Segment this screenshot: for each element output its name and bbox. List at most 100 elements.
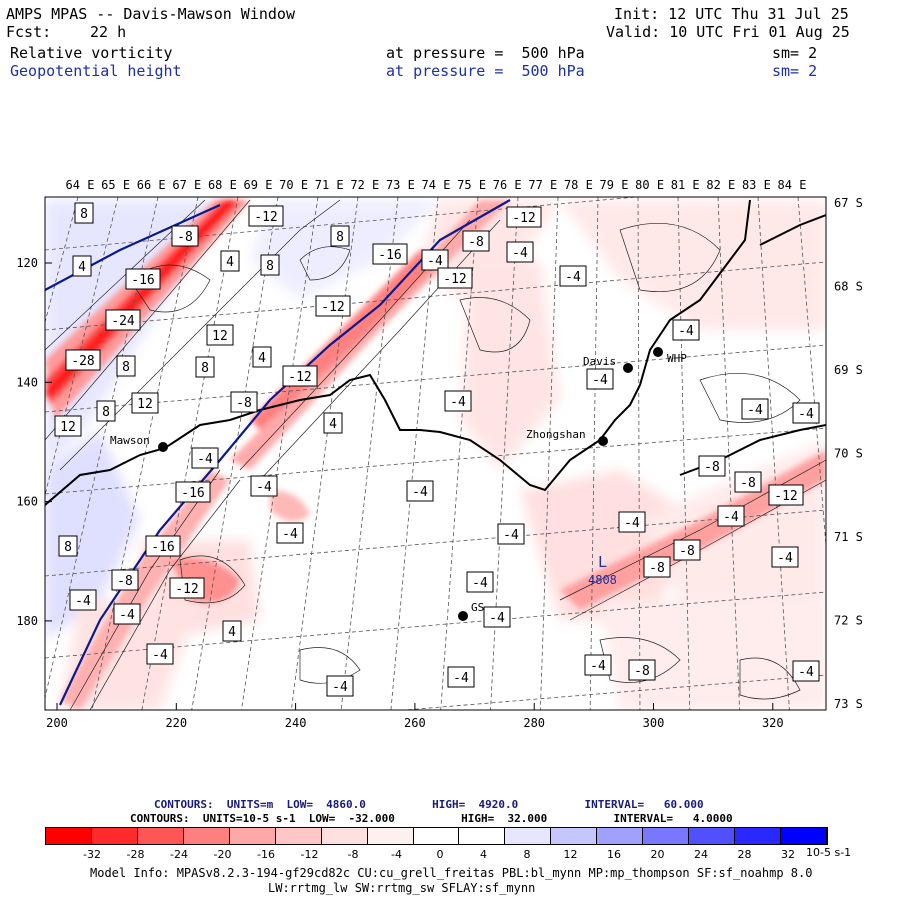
contour-label-box: [771, 546, 799, 568]
station-marker-davis: [623, 363, 633, 373]
vorticity-contour-info: CONTOURS: UNITS=10-5 s-1 LOW= -32.000 HI…: [130, 812, 733, 825]
contour-label: -16: [181, 486, 204, 501]
colorbar-swatch: [229, 828, 276, 844]
contour-label-box: [72, 255, 92, 277]
colorbar-swatch: [413, 828, 460, 844]
x-tick-label: 300: [643, 716, 665, 730]
y-tick-label: 120: [16, 256, 38, 270]
low-label: L: [598, 553, 607, 571]
colorbar-swatch: [367, 828, 414, 844]
contour-label: 12: [60, 420, 76, 435]
contour-label: -8: [679, 544, 695, 559]
latitude-label: 73 S: [834, 697, 863, 711]
contour-label-box: [69, 589, 97, 611]
station-label-davis: Davis: [583, 355, 616, 368]
low-pressure-marker: L 4808: [588, 553, 617, 587]
contour-label-box: [444, 390, 472, 412]
longitude-label: 78 E: [564, 178, 593, 192]
valid-time: Valid: 10 UTC Fri 01 Aug 25: [606, 23, 850, 41]
model-info-line2: LW:rrtmg_lw SW:rrtmg_sw SFLAY:sf_mynn: [268, 881, 536, 895]
colorbar-swatch: [781, 828, 827, 844]
contour-label-box: [175, 481, 211, 503]
colorbar-swatch: [46, 828, 92, 844]
y-tick-label: 180: [16, 614, 38, 628]
colorbar-units: 10-5 s-1: [806, 846, 852, 859]
contour-label: -8: [468, 235, 484, 250]
field2-smooth: sm= 2: [772, 62, 818, 80]
contour-label: -12: [443, 272, 466, 287]
longitude-label: 68 E: [208, 178, 237, 192]
contour-label: -4: [152, 648, 168, 663]
x-tick-label: 260: [404, 716, 426, 730]
longitude-label: 69 E: [244, 178, 273, 192]
longitude-label: 76 E: [493, 178, 522, 192]
contour-label: -16: [151, 540, 174, 555]
contour-label-box: [220, 250, 240, 272]
contour-label: -4: [592, 373, 608, 388]
colorbar: [45, 827, 828, 845]
contour-label-box: [146, 643, 174, 665]
contour-label: -12: [175, 582, 198, 597]
latitude-label: 69 S: [834, 363, 863, 377]
contour-label-box: [483, 606, 511, 628]
contour-label: -4: [119, 608, 135, 623]
colorbar-swatch: [137, 828, 184, 844]
contour-label: -8: [117, 574, 133, 589]
contour-label-box: [125, 268, 161, 290]
x-tick-label: 320: [762, 716, 784, 730]
contour-label: -4: [798, 407, 814, 422]
contour-label-box: [248, 205, 284, 227]
colorbar-tick-label: -28: [126, 848, 145, 861]
latitude-label: 70 S: [834, 447, 863, 461]
contour-label: -4: [450, 395, 466, 410]
contour-label-box: [315, 295, 351, 317]
latitude-label: 72 S: [834, 614, 863, 628]
colorbar-tick-label: -12: [300, 848, 319, 861]
colorbar-swatch: [275, 828, 322, 844]
contour-label: -4: [565, 270, 581, 285]
contour-label: -28: [71, 354, 94, 369]
contour-label-box: [105, 309, 141, 331]
contour-label-box: [171, 225, 199, 247]
longitude-label: 73 E: [386, 178, 415, 192]
contour-label-box: [506, 206, 542, 228]
station-label-whp: WHP: [667, 352, 687, 365]
contour-label: -4: [282, 527, 298, 542]
contour-label-box: [282, 365, 318, 387]
x-tick-label: 280: [523, 716, 545, 730]
colorbar-tick-label: -4: [391, 848, 402, 861]
contour-label-box: [131, 392, 159, 414]
forecast-label: Fcst:: [6, 23, 52, 41]
low-value: 4808: [588, 573, 617, 587]
colorbar-swatch: [183, 828, 230, 844]
contour-label: 8: [201, 361, 209, 376]
contour-label: -4: [590, 659, 606, 674]
colorbar-tick-label: 0: [436, 848, 444, 861]
colorbar-tick-label: -8: [347, 848, 359, 861]
colorbar-swatch: [551, 828, 598, 844]
station-label-zhongshan: Zhongshan: [526, 428, 586, 441]
contour-label: -4: [624, 516, 640, 531]
longitude-label: 74 E: [422, 178, 451, 192]
longitude-label: 75 E: [457, 178, 486, 192]
colorbar-tick-label: 28: [737, 848, 752, 861]
contour-label-box: [54, 415, 82, 437]
stations: Mawson Davis Zhongshan WHP GS: [110, 347, 687, 621]
contour-label-box: [58, 535, 78, 557]
colorbar-tick-label: 24: [694, 848, 708, 861]
field1-smooth: sm= 2: [772, 44, 818, 62]
contour-label-box: [323, 412, 343, 434]
longitude-label: 84 E: [778, 178, 807, 192]
contour-label-box: [768, 484, 804, 506]
colorbar-tick-label: -16: [257, 848, 275, 861]
contour-label-box: [462, 230, 490, 252]
contour-label-box: [406, 480, 434, 502]
longitude-label: 83 E: [742, 178, 771, 192]
contour-label-box: [260, 254, 280, 276]
contour-label-box: [372, 243, 408, 265]
station-marker-zhongshan: [598, 436, 608, 446]
contour-label-box: [741, 398, 769, 420]
contour-label-box: [792, 402, 820, 424]
contour-label: -12: [774, 489, 797, 504]
contour-label: -12: [321, 300, 344, 315]
